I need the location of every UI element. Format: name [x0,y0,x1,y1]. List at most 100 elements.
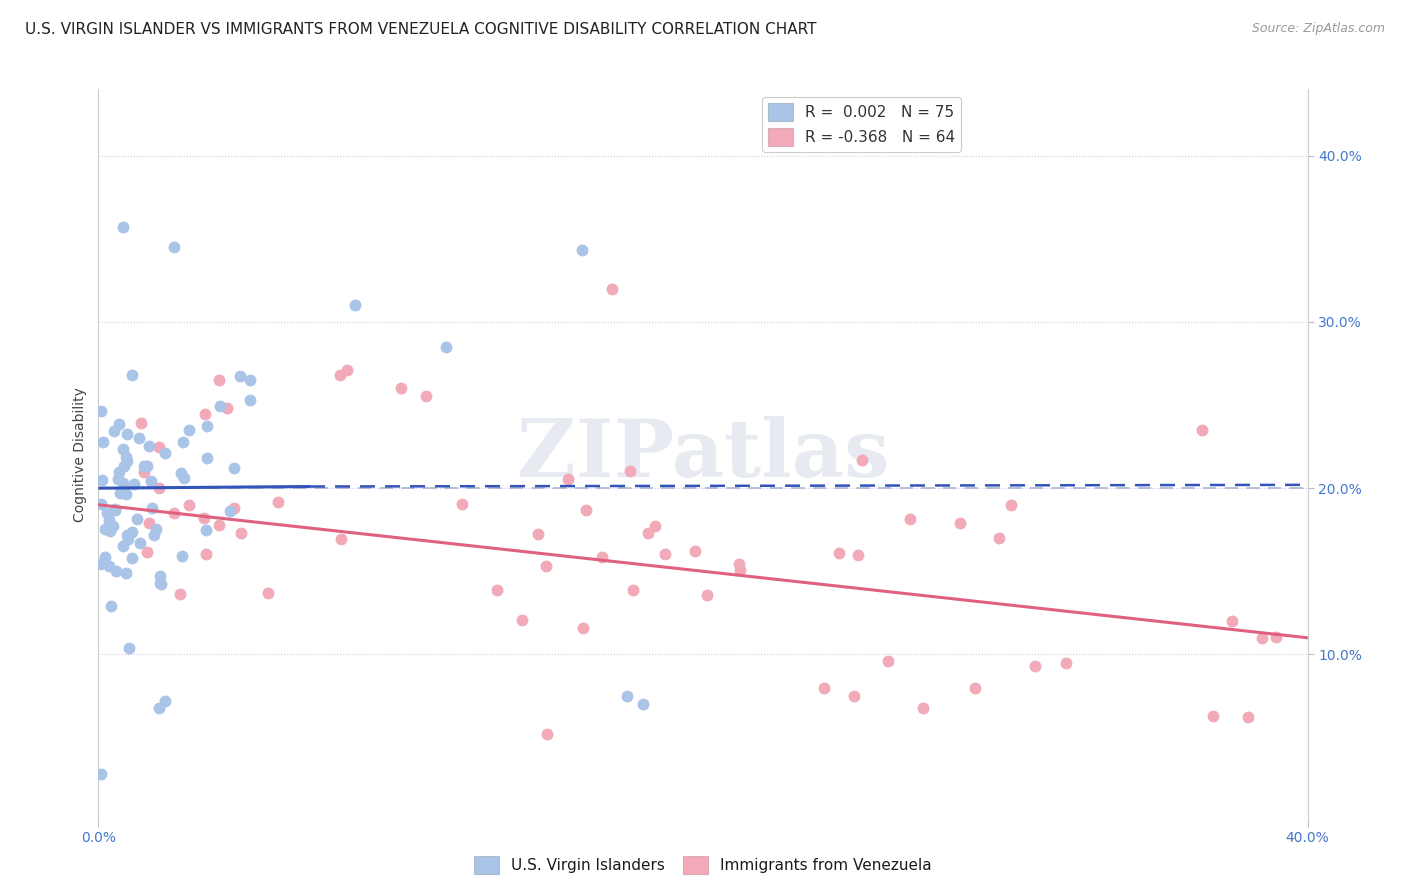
Point [90,557,112,571]
Point [195,419,218,434]
Point [224,460,246,475]
Point [163,506,186,520]
Point [229,526,252,541]
Point [208,399,231,413]
Point [335,362,357,376]
Point [195,547,218,561]
Point [219,504,242,518]
Point [616,689,638,703]
Point [129,536,152,550]
Text: U.S. VIRGIN ISLANDER VS IMMIGRANTS FROM VENEZUELA COGNITIVE DISABILITY CORRELATI: U.S. VIRGIN ISLANDER VS IMMIGRANTS FROM … [25,22,817,37]
Point [91,434,114,449]
Point [143,528,166,542]
Point [450,498,472,512]
Point [138,516,160,530]
Point [150,577,173,591]
Point [1236,709,1258,723]
Point [591,549,613,564]
Point [94,550,117,565]
Point [224,501,246,516]
Point [149,568,172,582]
Legend: U.S. Virgin Islanders, Immigrants from Venezuela: U.S. Virgin Islanders, Immigrants from V… [468,850,938,880]
Point [153,694,176,708]
Point [197,451,219,466]
Point [107,472,129,486]
Point [1264,630,1286,644]
Legend: R =  0.002   N = 75, R = -0.368   N = 64: R = 0.002 N = 75, R = -0.368 N = 64 [762,97,962,152]
Point [148,481,170,495]
Point [208,517,231,532]
Point [534,559,557,574]
Text: ZIPatlas: ZIPatlas [517,416,889,494]
Point [683,544,706,558]
Point [389,381,412,395]
Point [619,464,641,478]
Point [153,445,176,459]
Point [898,511,921,525]
Point [526,527,548,541]
Point [179,423,201,437]
Point [170,466,193,480]
Point [631,698,654,712]
Point [117,426,139,441]
Point [193,511,215,525]
Point [179,498,201,512]
Point [141,500,163,515]
Point [644,519,666,533]
Point [654,547,676,561]
Point [877,654,900,668]
Point [1000,498,1022,512]
Point [912,701,935,715]
Point [131,416,153,430]
Point [108,485,131,500]
Point [1054,656,1077,670]
Point [169,587,191,601]
Point [949,516,972,530]
Point [149,575,172,590]
Point [217,401,239,415]
Point [114,450,136,464]
Point [100,599,122,613]
Point [637,526,659,541]
Point [571,244,593,258]
Point [194,523,217,537]
Point [108,417,131,431]
Point [117,532,139,546]
Point [111,475,134,490]
Point [813,681,835,695]
Point [138,439,160,453]
Point [415,389,437,403]
Point [965,681,987,695]
Point [136,545,159,559]
Point [163,240,186,254]
Point [1024,658,1046,673]
Point [208,373,231,387]
Point [145,522,167,536]
Point [115,487,138,501]
Point [121,368,143,383]
Y-axis label: Cognitive Disability: Cognitive Disability [73,387,87,523]
Point [1191,423,1213,437]
Point [330,532,353,546]
Point [987,531,1010,545]
Point [228,368,250,383]
Point [172,434,194,449]
Point [115,454,138,468]
Point [344,298,367,312]
Point [101,518,124,533]
Point [94,522,117,536]
Point [510,613,533,627]
Point [434,340,457,354]
Point [139,475,162,489]
Point [121,551,143,566]
Point [194,407,217,421]
Point [125,511,148,525]
Point [136,458,159,473]
Point [104,502,127,516]
Point [1220,614,1243,628]
Point [90,404,112,418]
Point [148,700,170,714]
Point [108,466,131,480]
Point [132,458,155,473]
Point [111,539,134,553]
